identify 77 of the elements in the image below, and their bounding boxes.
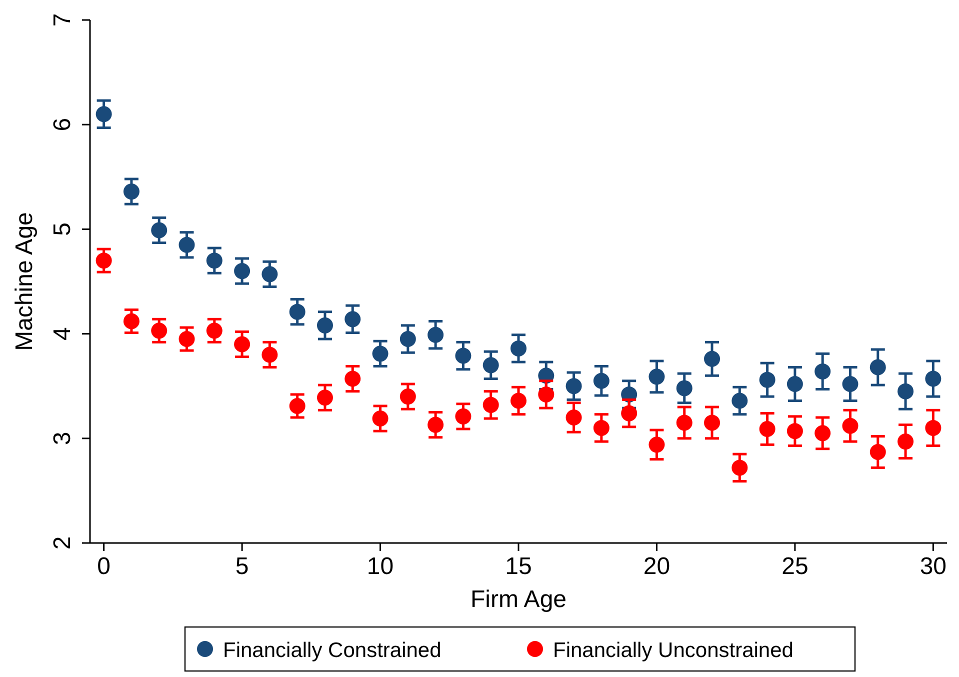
y-tick-label: 6 [49, 118, 76, 132]
point [925, 370, 942, 387]
point [123, 313, 140, 330]
x-tick-label: 5 [235, 553, 249, 580]
point [234, 336, 250, 352]
y-tick-label: 5 [49, 222, 76, 236]
point [704, 350, 720, 367]
x-tick-label: 25 [782, 553, 808, 580]
point [786, 376, 803, 392]
point [538, 386, 554, 402]
point [621, 405, 638, 422]
legend-label: Financially Constrained [223, 639, 442, 662]
point [786, 423, 803, 440]
point [842, 418, 858, 434]
point [482, 396, 499, 413]
point [178, 236, 195, 253]
point [344, 311, 361, 328]
point [566, 378, 582, 394]
point [759, 372, 776, 388]
point [704, 414, 720, 431]
point [593, 372, 610, 389]
x-tick-label: 20 [643, 553, 670, 580]
point [316, 390, 333, 406]
point [372, 346, 388, 362]
x-tick-label: 10 [366, 553, 394, 580]
point [593, 420, 610, 436]
point [96, 252, 112, 269]
point [814, 425, 831, 442]
point [814, 363, 831, 380]
point [400, 331, 416, 348]
point [262, 266, 278, 282]
point [372, 410, 388, 427]
point [455, 408, 472, 424]
point [123, 184, 140, 200]
x-tick-label: 15 [505, 553, 532, 580]
point [648, 368, 665, 385]
point [400, 388, 416, 405]
point [428, 326, 444, 343]
point [455, 348, 472, 364]
point [344, 370, 361, 387]
point [289, 398, 306, 414]
point [870, 359, 886, 376]
point [289, 304, 306, 320]
point [234, 263, 250, 280]
point [262, 346, 278, 363]
point [898, 434, 914, 450]
x-tick-label: 0 [97, 553, 110, 580]
point [676, 414, 692, 431]
legend-label: Financially Unconstrained [553, 639, 794, 662]
point [842, 376, 858, 392]
point [510, 340, 526, 356]
point [151, 222, 168, 238]
point [898, 383, 914, 400]
x-axis-title: Firm Age [470, 586, 567, 613]
point [870, 444, 886, 460]
point [482, 357, 499, 374]
y-tick-label: 7 [49, 13, 76, 27]
y-tick-label: 4 [49, 327, 76, 340]
y-tick-label: 2 [49, 536, 76, 550]
point [759, 421, 776, 437]
point [676, 380, 692, 396]
point [732, 460, 748, 476]
point [566, 409, 582, 426]
point [206, 252, 222, 269]
point [206, 322, 222, 339]
point [428, 416, 444, 433]
point [96, 106, 112, 122]
y-axis-title: Machine Age [11, 212, 38, 351]
x-tick-label: 30 [920, 553, 947, 580]
point [648, 436, 665, 453]
point [316, 317, 333, 334]
y-tick-label: 3 [49, 432, 76, 446]
point [151, 322, 168, 339]
point [510, 392, 526, 409]
point [925, 420, 942, 436]
point [732, 392, 748, 409]
point [178, 331, 195, 348]
